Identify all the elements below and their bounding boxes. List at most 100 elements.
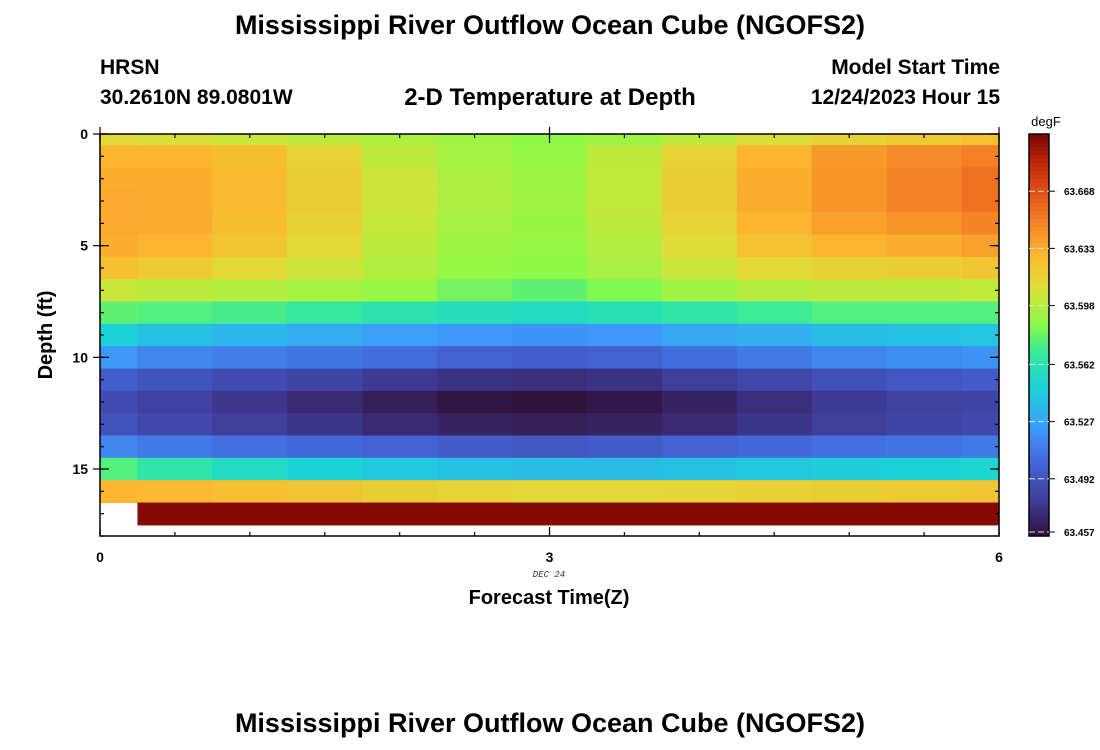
heatmap-cell [886,145,963,169]
colorbar-swatch [1029,150,1049,155]
colorbar-swatch [1029,475,1049,481]
colorbar-swatch [1029,511,1049,517]
heatmap-cell [212,234,288,258]
heatmap-cell [100,234,139,258]
heatmap-cell [736,413,813,437]
heatmap-cell [100,256,139,280]
heatmap-cell [100,134,139,146]
heatmap-cell [362,167,438,191]
colorbar-swatch [1029,519,1049,525]
heatmap-cell [512,368,588,392]
heatmap-cell [137,134,213,146]
heatmap-cell [437,323,513,347]
colorbar-swatch [1029,242,1049,248]
colorbar-swatch [1029,170,1049,175]
colorbar-swatch [1029,447,1049,453]
colorbar-swatch [1029,395,1049,400]
colorbar-swatch [1029,278,1049,284]
colorbar-frame [1028,133,1050,537]
x-axis: 0 3 6 [96,127,1003,565]
colorbar-swatch [1029,238,1049,244]
colorbar-swatch [1029,214,1049,220]
colorbar-swatch [1029,310,1049,316]
heatmap-cell [811,435,888,459]
colorbar-swatch [1029,339,1049,344]
heatmap-cell [886,390,963,414]
heatmap-cell [811,234,888,258]
heatmap-cell [137,323,213,347]
x-date-label: DEC 24 [533,570,565,580]
colorbar-swatch [1029,347,1049,352]
colorbar-swatch [1029,146,1049,151]
x-tick-label: 6 [995,549,1003,565]
colorbar-swatch [1029,383,1049,388]
colorbar-tick-label: 63.562 [1064,360,1095,371]
heatmap-cell [287,390,363,414]
heatmap-cell [586,502,663,526]
colorbar-swatch [1029,531,1049,537]
heatmap-cell [212,189,288,213]
heatmap-cell [811,189,888,213]
heatmap-cell [137,212,213,236]
heatmap-cell [287,323,363,347]
heatmap-cell [137,234,213,258]
heatmap-cell [362,457,438,481]
colorbar-swatch [1029,290,1049,296]
heatmap-cell [287,301,363,325]
heatmap-cell [661,346,738,370]
heatmap-cell [287,368,363,392]
heatmap-cell [961,167,1000,191]
colorbar-swatch [1029,371,1049,376]
heatmap-cell [886,167,963,191]
heatmap-cell [512,189,588,213]
colorbar-swatch [1029,427,1049,433]
heatmap-cell [100,301,139,325]
heatmap-cell [961,279,1000,303]
colorbar-swatch [1029,407,1049,412]
heatmap-cell [287,346,363,370]
colorbar-tick-label: 63.668 [1064,187,1095,198]
heatmap-cell [512,323,588,347]
heatmap-cell [512,301,588,325]
heatmap-cell [100,167,139,191]
heatmap-cell [437,167,513,191]
heatmap-cell [212,435,288,459]
colorbar-tick-label: 63.492 [1064,475,1095,486]
heatmap-cell [736,502,813,526]
colorbar-swatch [1029,435,1049,441]
heatmap-cell [961,480,1000,504]
heatmap-cell [886,368,963,392]
heatmap-cell [586,145,663,169]
heatmap-cell [362,346,438,370]
heatmap-cell [586,212,663,236]
temperature-depth-heatmap: 0 3 6 0 5 10 15 DEC 24 Forecast Time(Z) Depth… [35,114,1095,609]
heatmap-cell [886,346,963,370]
heatmap-cell [137,390,213,414]
colorbar-swatch [1029,206,1049,211]
heatmap-cell [586,435,663,459]
heatmap-cell [661,480,738,504]
heatmap-cell [886,502,963,526]
heatmap-cell [661,368,738,392]
heatmap-cell [437,390,513,414]
heatmap-cell [961,256,1000,280]
heatmap-cell [661,279,738,303]
heatmap-cell [512,502,588,526]
heatmap-cell [212,323,288,347]
heatmap-cell [811,413,888,437]
colorbar-swatch [1029,367,1049,372]
heatmap-cell [362,323,438,347]
heatmap-cell [437,145,513,169]
colorbar-swatch [1029,479,1049,485]
heatmap-cell [212,134,288,146]
heatmap-cell [512,480,588,504]
heatmap-cell [287,189,363,213]
heatmap-cell [586,189,663,213]
heatmap-cell [811,134,888,146]
heatmap-cell [362,134,438,146]
colorbar-swatch [1029,174,1049,179]
heatmap-cell [586,346,663,370]
heatmap-cell [736,346,813,370]
colorbar-swatch [1029,391,1049,396]
heatmap-cell [137,457,213,481]
